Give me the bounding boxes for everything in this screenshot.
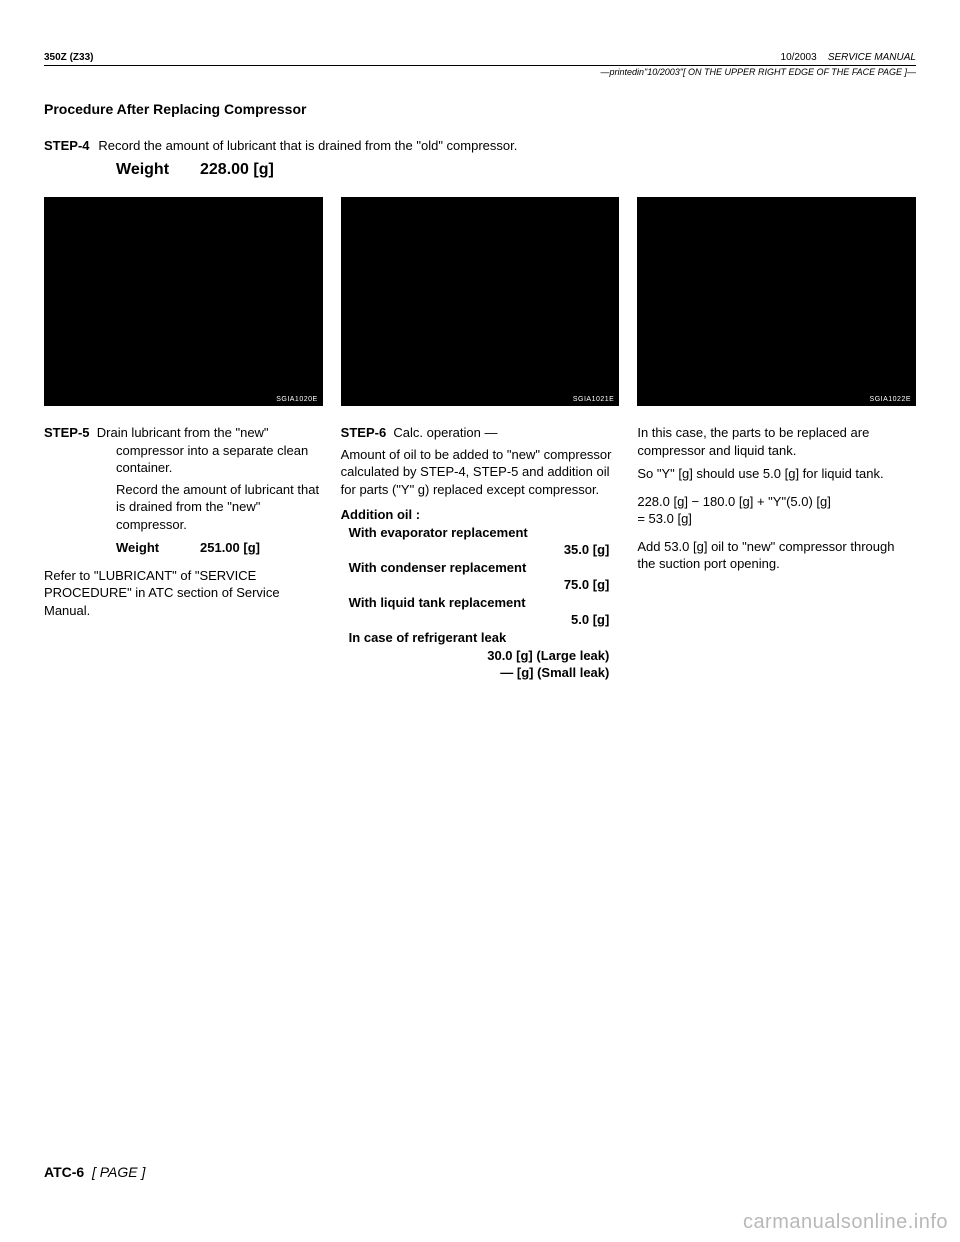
add-a-v: 35.0 [g] [564,541,610,559]
figure-b: SGIA1021E [341,197,620,406]
model-code: 350Z (Z33) [44,52,93,63]
step5-l1a: Drain lubricant from the "new" [97,425,269,440]
add-d-v1: 30.0 [g] (Large leak) [487,647,609,665]
step5-l1b: compressor into a separate clean [44,442,323,460]
figure-a: SGIA1020E [44,197,323,406]
col-2: STEP-6 Calc. operation — Amount of oil t… [341,424,620,682]
bottom-label: ATC-6 [ PAGE ] [44,1164,145,1180]
figure-row: SGIA1020E SGIA1021E SGIA1022E [44,197,916,406]
step4-weight-v: 228.00 [g] [200,161,274,179]
step4-weight-k: Weight [116,161,176,179]
three-columns: STEP-5 Drain lubricant from the "new" co… [44,424,916,682]
header-date: 10/2003 [781,52,817,63]
figure-c-id: SGIA1022E [870,396,911,403]
addition-oil-block: Addition oil : With evaporator replaceme… [341,506,620,681]
add-d: In case of refrigerant leak [341,629,507,647]
step5-weight-k: Weight [116,539,176,557]
step5-l2c: compressor. [44,516,323,534]
step6-para: Amount of oil to be added to "new" compr… [341,446,620,499]
step5-l2a: Record the amount of lubricant that [44,481,323,499]
step6-head: STEP-6 [341,425,387,440]
printed-in: —printedin"10/2003"[ ON THE UPPER RIGHT … [44,67,916,77]
c3-p2: So "Y" [g] should use 5.0 [g] for liquid… [637,465,916,483]
header-bar: 350Z (Z33) 10/2003 SERVICE MANUAL [44,52,916,66]
c3-p3: Add 53.0 [g] oil to "new" compressor thr… [637,538,916,573]
step5-head: STEP-5 [44,425,90,440]
c3-p1: In this case, the parts to be replaced a… [637,424,916,459]
col1-xref: Refer to "LUBRICANT" of "SERVICE PROCEDU… [44,567,323,620]
col-3: In this case, the parts to be replaced a… [637,424,916,682]
step5-l2b: is drained from the "new" [44,498,323,516]
figure-b-id: SGIA1021E [573,396,614,403]
col-1: STEP-5 Drain lubricant from the "new" co… [44,424,323,682]
add-c-v: 5.0 [g] [571,611,609,629]
step5-l1c: container. [44,459,323,477]
add-b: With condenser replacement [341,559,527,577]
header-right: 10/2003 SERVICE MANUAL [781,52,916,63]
step5-weight-v: 251.00 [g] [200,539,260,557]
header-manual: SERVICE MANUAL [828,52,916,63]
add-b-v: 75.0 [g] [564,576,610,594]
procedure-title: Procedure After Replacing Compressor [44,101,916,117]
step6-line1: Calc. operation — [393,425,497,440]
c3-eq2: = 53.0 [g] [637,510,916,528]
step4-head: STEP-4 [44,138,90,153]
figure-c: SGIA1022E [637,197,916,406]
add-d-v2: — [g] (Small leak) [500,664,609,682]
figure-a-id: SGIA1020E [276,396,317,403]
step4-body: Record the amount of lubricant that is d… [98,138,517,153]
watermark: carmanualsonline.info [743,1211,948,1234]
step4-block: STEP-4 Record the amount of lubricant th… [44,137,916,179]
c3-eq1: 228.0 [g] − 180.0 [g] + "Y"(5.0) [g] [637,493,916,511]
page-code: ATC-6 [44,1164,84,1180]
page: 350Z (Z33) 10/2003 SERVICE MANUAL —print… [0,0,960,1242]
addition-head: Addition oil : [341,506,620,524]
page-label: [ PAGE ] [92,1164,145,1180]
add-a: With evaporator replacement [341,524,528,542]
add-c: With liquid tank replacement [341,594,526,612]
